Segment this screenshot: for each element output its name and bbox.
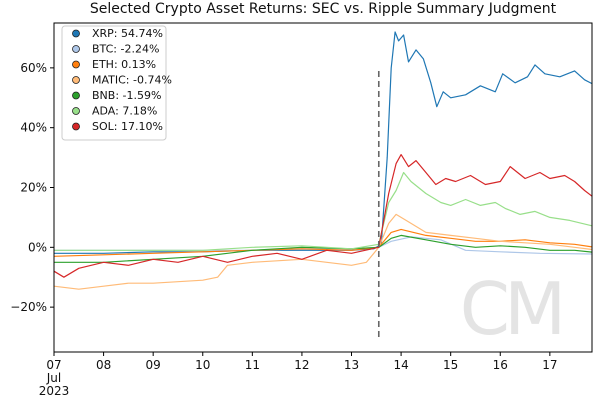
- series-line-2: [53, 228, 593, 257]
- legend-label-2: ETH: 0.13%: [92, 58, 156, 71]
- legend-marker-2: [72, 60, 80, 69]
- x-tick-label-4: 11: [245, 358, 260, 372]
- legend-label-3: MATIC: -0.74%: [92, 74, 172, 87]
- x-tick-label-6: 13: [344, 358, 359, 372]
- watermark-logo: CM: [460, 267, 566, 351]
- legend-label-1: BTC: -2.24%: [92, 43, 159, 56]
- x-tick-label-9: 16: [493, 358, 508, 372]
- legend-label-5: ADA: 7.18%: [92, 105, 157, 118]
- legend-marker-0: [72, 29, 80, 38]
- legend-marker-6: [72, 122, 80, 131]
- x-tick-label-10: 17: [542, 358, 557, 372]
- y-tick-label-3: 0%: [28, 240, 47, 254]
- legend-label-6: SOL: 17.10%: [92, 120, 163, 133]
- series-line-3: [53, 213, 593, 290]
- axes: 60% 40% 20% 0% −20% 07 08 09 10 11 12 13 14 15 16 17 Jul…: [10, 22, 593, 398]
- x-tick-label-2: 09: [146, 358, 161, 372]
- legend-marker-1: [72, 45, 80, 53]
- x-sublabel-1: 2023: [39, 384, 70, 398]
- x-tick-label-3: 10: [195, 358, 210, 372]
- series-layer: [53, 31, 593, 290]
- legend-items: XRP: 54.74% BTC: -2.24% ETH: 0.13% MATIC: -…: [72, 27, 172, 133]
- x-tick-label-5: 12: [294, 358, 309, 372]
- legend-marker-5: [72, 107, 80, 115]
- x-tick-label-8: 15: [443, 358, 458, 372]
- x-tick-label-0: 07: [46, 358, 61, 372]
- y-tick-label-2: 20%: [20, 181, 47, 195]
- legend-marker-3: [72, 76, 80, 84]
- x-sublabel-0: Jul: [46, 371, 61, 385]
- watermark-text: CM: [460, 267, 560, 351]
- legend: XRP: 54.74% BTC: -2.24% ETH: 0.13% MATIC: -…: [61, 25, 172, 141]
- y-tick-label-0: 60%: [20, 61, 47, 75]
- chart-title: Selected Crypto Asset Returns: SEC vs. R…: [90, 1, 557, 17]
- legend-label-4: BNB: -1.59%: [92, 89, 161, 102]
- legend-box: [61, 25, 167, 141]
- y-tick-label-1: 40%: [20, 121, 47, 135]
- legend-marker-4: [72, 91, 80, 100]
- series-line-6: [53, 154, 593, 278]
- series-line-5: [54, 171, 593, 251]
- legend-label-0: XRP: 54.74%: [92, 27, 163, 40]
- y-tick-label-4: −20%: [10, 300, 47, 314]
- x-tick-label-7: 14: [393, 358, 408, 372]
- series-line-0: [54, 31, 593, 254]
- x-tick-label-1: 08: [96, 358, 111, 372]
